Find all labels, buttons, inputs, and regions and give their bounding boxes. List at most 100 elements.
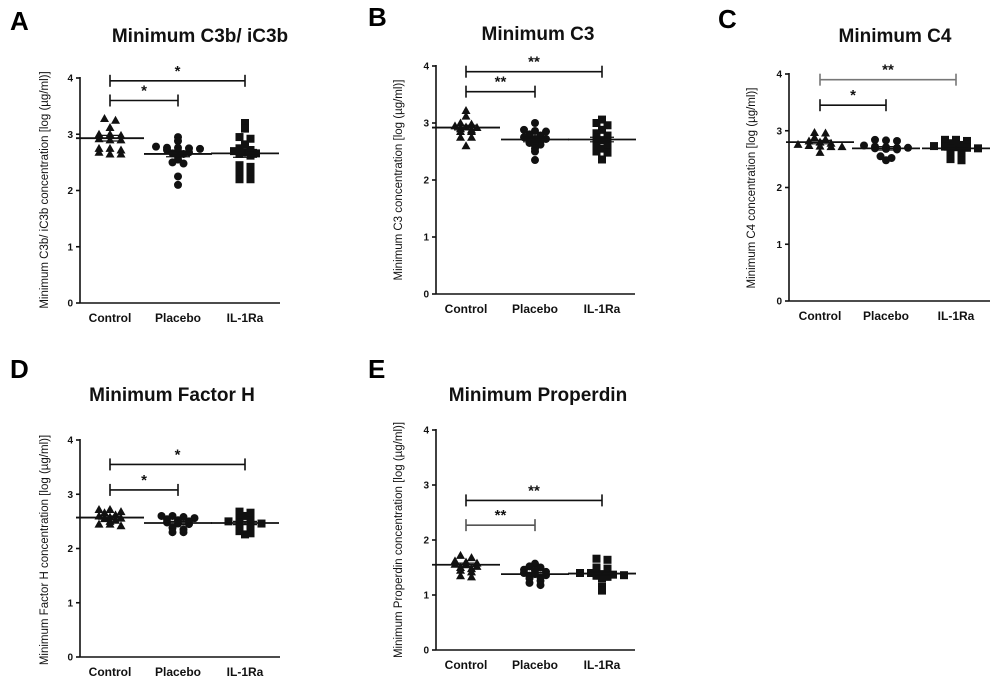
x-tick-label: Placebo <box>512 302 558 316</box>
data-point <box>196 144 204 153</box>
y-axis-label: Minimum Factor H concentration [log (µg/… <box>39 435 51 665</box>
y-tick-label: 0 <box>423 290 429 301</box>
x-tick-label: Control <box>445 302 488 316</box>
data-point <box>598 586 606 595</box>
data-point <box>876 152 885 161</box>
series-il-1ra <box>568 554 636 595</box>
data-point <box>246 134 255 143</box>
data-point <box>241 140 249 149</box>
data-point <box>105 504 115 513</box>
data-point <box>810 127 819 136</box>
data-point <box>246 508 255 517</box>
y-tick-label: 2 <box>423 536 429 547</box>
data-point <box>592 119 601 127</box>
data-point <box>456 127 465 136</box>
y-tick-label: 0 <box>67 653 73 664</box>
data-point <box>837 142 847 151</box>
data-point <box>592 554 601 563</box>
data-point <box>467 567 476 576</box>
data-point <box>467 553 476 562</box>
chart-title: Minimum C4 <box>839 26 952 47</box>
series-placebo <box>501 559 569 590</box>
data-point <box>246 162 255 171</box>
data-point <box>882 156 890 165</box>
series-control <box>432 550 500 581</box>
data-point <box>536 581 545 590</box>
data-point <box>241 530 249 539</box>
y-tick-label: 2 <box>67 186 73 197</box>
data-point <box>456 118 465 127</box>
data-point <box>963 136 971 145</box>
series-placebo <box>852 135 920 165</box>
data-point <box>531 156 539 165</box>
y-tick-label: 0 <box>67 299 73 310</box>
significance-label: * <box>175 63 181 80</box>
data-point <box>456 550 465 559</box>
y-tick-label: 2 <box>776 183 782 194</box>
data-point <box>461 111 471 120</box>
data-point <box>168 528 177 537</box>
y-tick-label: 2 <box>67 544 73 555</box>
significance-label: ** <box>528 482 540 499</box>
data-point <box>952 135 960 144</box>
panel-e: E Minimum Properdin Minimum Properdin conc… <box>368 354 636 672</box>
y-tick-label: 1 <box>67 598 73 609</box>
data-point <box>592 566 601 575</box>
data-point <box>456 565 465 574</box>
data-point <box>174 180 182 189</box>
data-point <box>230 147 238 156</box>
x-tick-label: Control <box>89 665 132 679</box>
data-point <box>246 169 255 178</box>
data-point <box>793 139 803 148</box>
x-tick-label: IL-1Ra <box>584 302 621 316</box>
data-point <box>946 149 955 158</box>
data-point <box>174 137 182 145</box>
significance-bracket: * <box>109 83 179 107</box>
data-point <box>882 136 890 145</box>
data-point <box>592 147 601 156</box>
x-tick-label: Placebo <box>155 665 201 679</box>
data-point <box>94 504 104 513</box>
data-point <box>957 156 966 165</box>
chart-title: Minimum C3b/ iC3b <box>112 26 288 47</box>
data-point <box>241 124 249 133</box>
y-tick-label: 3 <box>423 119 429 130</box>
data-point <box>531 119 539 127</box>
data-point <box>100 114 109 122</box>
y-tick-label: 4 <box>67 74 73 85</box>
data-point <box>235 507 244 516</box>
data-point <box>531 147 539 156</box>
panel-letter: A <box>10 6 29 36</box>
data-point <box>957 140 966 149</box>
series-placebo <box>144 133 212 189</box>
data-point <box>116 521 126 530</box>
panel-letter: B <box>368 2 387 32</box>
chart-title: Minimum Factor H <box>89 385 255 406</box>
series-placebo <box>144 511 212 537</box>
y-axis-label: Minimum C3 concentration [log (µg/ml)] <box>393 80 405 281</box>
significance-label: * <box>175 446 181 463</box>
significance-bracket: ** <box>465 54 603 78</box>
data-point <box>224 517 233 526</box>
significance-bracket: * <box>109 63 246 87</box>
data-point <box>525 578 534 587</box>
data-point <box>598 125 606 134</box>
panel-b: B Minimum C3 Minimum C3 concentration [log… <box>368 2 636 316</box>
significance-label: ** <box>495 74 507 91</box>
significance-bracket: * <box>109 446 246 471</box>
data-point <box>241 119 249 127</box>
y-tick-label: 3 <box>423 481 429 492</box>
x-tick-label: IL-1Ra <box>938 309 975 323</box>
significance-label: * <box>141 472 147 489</box>
y-axis-label: Minimum Properdin concentration [log (µg… <box>393 422 405 658</box>
data-point <box>105 519 115 528</box>
data-point <box>603 555 612 564</box>
series-il-1ra <box>568 115 636 164</box>
x-tick-label: Placebo <box>155 311 201 325</box>
data-point <box>467 127 476 136</box>
data-point <box>179 528 188 537</box>
y-axis-label: Minimum C4 concentration [log (µg/ml)] <box>746 88 758 289</box>
y-tick-label: 3 <box>67 490 73 501</box>
panel-d: D Minimum Factor H Minimum Factor H concen… <box>10 354 280 679</box>
data-point <box>946 155 955 164</box>
